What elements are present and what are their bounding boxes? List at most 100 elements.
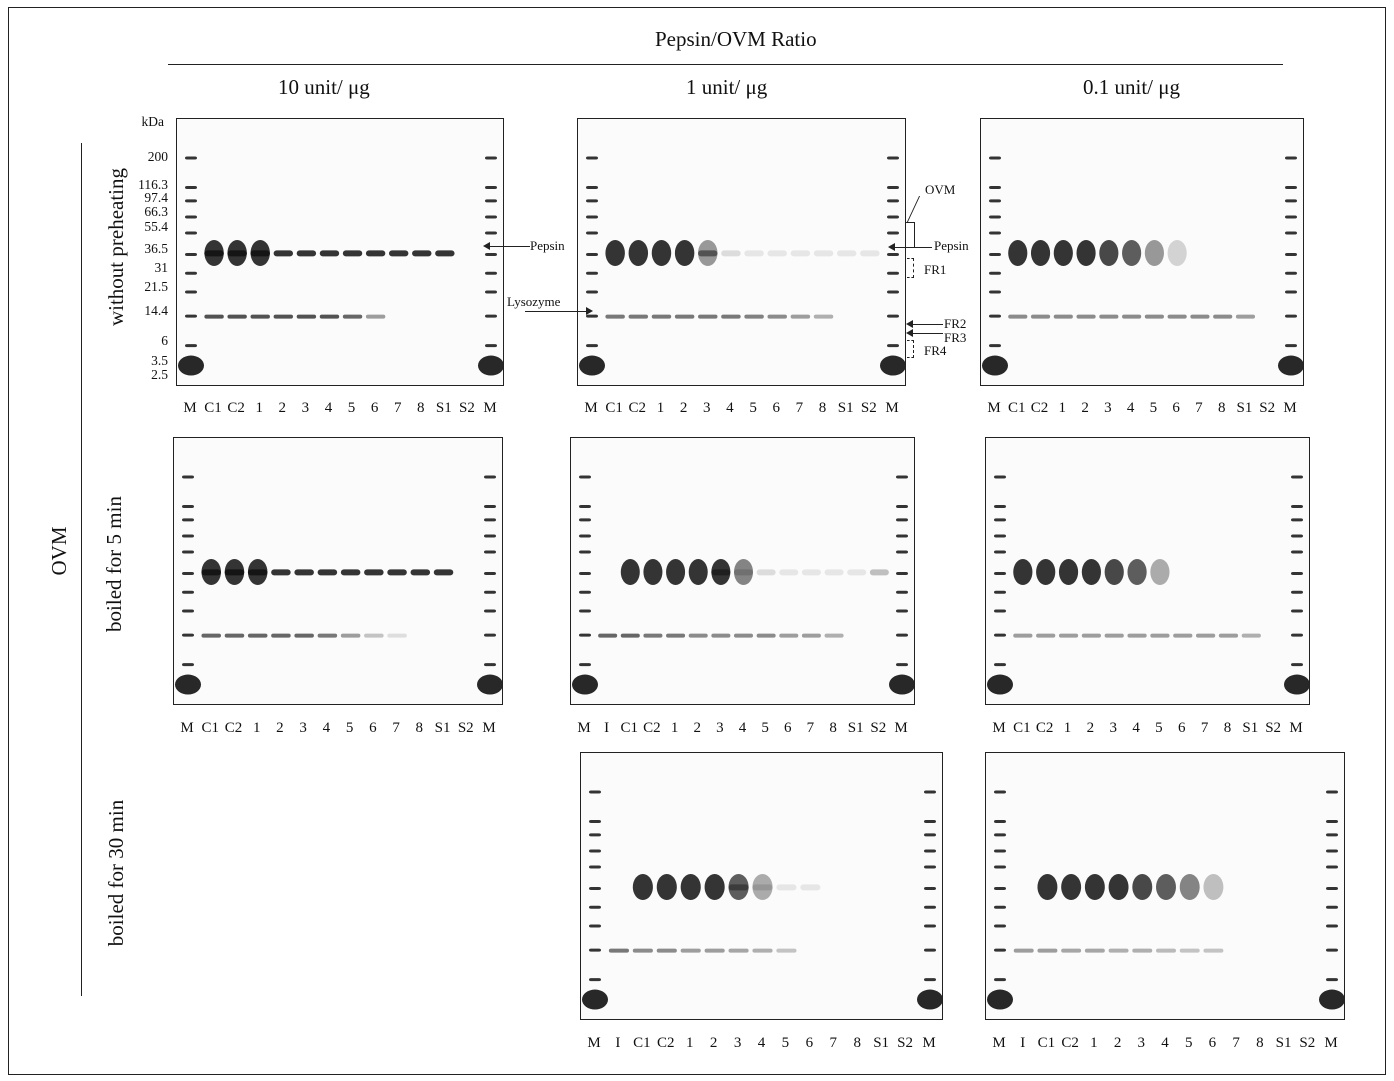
marker-band bbox=[989, 231, 1001, 235]
lane-label: 4 bbox=[324, 400, 333, 416]
marker-band bbox=[994, 534, 1006, 538]
marker-band bbox=[994, 572, 1006, 575]
marker-band bbox=[1291, 518, 1303, 522]
pepsin-band bbox=[224, 569, 245, 576]
lane-label: S1 bbox=[434, 720, 451, 736]
marker-band bbox=[994, 550, 1006, 554]
lysozyme-band bbox=[340, 633, 361, 638]
marker-band bbox=[579, 550, 591, 554]
marker-band bbox=[896, 590, 908, 594]
marker-band bbox=[586, 314, 598, 318]
marker-band bbox=[1326, 865, 1338, 869]
marker-band bbox=[924, 978, 936, 982]
lane-label: 3 bbox=[299, 720, 307, 736]
ovm-band bbox=[1203, 874, 1224, 900]
ovm-band bbox=[1030, 240, 1051, 266]
marker-band bbox=[485, 314, 497, 318]
marker-band bbox=[924, 820, 936, 823]
lysozyme-band bbox=[801, 633, 821, 638]
marker-band bbox=[1291, 534, 1303, 538]
lane-label: S1 bbox=[435, 400, 452, 416]
marker-band bbox=[924, 924, 936, 928]
marker-band bbox=[994, 865, 1006, 869]
marker-dye-front bbox=[1284, 674, 1309, 695]
marker-band bbox=[185, 344, 197, 348]
lane-label: 1 bbox=[255, 400, 263, 416]
ovm-band bbox=[1084, 874, 1105, 900]
marker-band bbox=[182, 475, 194, 479]
marker-band bbox=[484, 609, 496, 613]
marker-band bbox=[1291, 633, 1303, 637]
lane-label: 5 bbox=[1149, 400, 1158, 416]
group-label-ovm: OVM bbox=[47, 526, 71, 576]
lysozyme-band bbox=[756, 633, 776, 638]
ovm-band bbox=[1008, 240, 1028, 266]
ovm-band bbox=[704, 874, 725, 900]
lane-label: I bbox=[1020, 1035, 1026, 1051]
lysozyme-band bbox=[1037, 948, 1058, 953]
lane-label: 4 bbox=[1132, 720, 1140, 736]
marker-band bbox=[1326, 948, 1338, 952]
marker-dye-front bbox=[982, 355, 1008, 376]
marker-band bbox=[1326, 833, 1338, 837]
marker-band bbox=[484, 550, 496, 554]
marker-band bbox=[589, 849, 601, 853]
lysozyme-band bbox=[752, 948, 773, 953]
marker-band bbox=[182, 518, 194, 522]
marker-band bbox=[994, 663, 1006, 667]
lane-label: C2 bbox=[1030, 400, 1049, 416]
ovm-band bbox=[651, 240, 672, 266]
lane-label: 6 bbox=[805, 1035, 814, 1051]
marker-band bbox=[1291, 663, 1303, 667]
ovm-band bbox=[674, 240, 695, 266]
marker-band bbox=[887, 186, 899, 189]
lysozyme-band bbox=[227, 314, 247, 319]
marker-band bbox=[485, 344, 497, 348]
marker-band bbox=[989, 215, 1001, 219]
lane-label: M bbox=[584, 400, 598, 416]
marker-band bbox=[887, 290, 899, 294]
lysozyme-band bbox=[317, 633, 338, 638]
lane-label: 5 bbox=[761, 720, 769, 736]
lysozyme-band bbox=[1127, 633, 1147, 638]
marker-band bbox=[182, 663, 194, 667]
lane-label: 7 bbox=[392, 720, 400, 736]
marker-band bbox=[485, 290, 497, 294]
ovm-band bbox=[1058, 559, 1079, 585]
lysozyme-band bbox=[688, 633, 708, 638]
marker-dye-front bbox=[889, 674, 914, 695]
lane-labels-r2c2: M I C1 C2 1 2 3 4 5 6 7 8 S1 S2 M bbox=[570, 720, 915, 748]
marker-band bbox=[1326, 978, 1338, 982]
lysozyme-band bbox=[1036, 633, 1056, 638]
lane-label: 3 bbox=[1104, 400, 1112, 416]
lane-label: 2 bbox=[276, 720, 284, 736]
marker-band bbox=[185, 314, 197, 318]
lysozyme-band bbox=[643, 633, 663, 638]
ovm-band bbox=[1179, 874, 1200, 900]
pepsin-band bbox=[412, 250, 432, 257]
lane-label: 5 bbox=[347, 400, 356, 416]
lane-label: S2 bbox=[870, 720, 887, 736]
marker-band bbox=[185, 231, 197, 235]
lysozyme-band bbox=[1108, 948, 1129, 953]
gel-image-r1c2 bbox=[579, 156, 905, 376]
lane-label: C1 bbox=[1008, 400, 1026, 416]
lysozyme-band bbox=[387, 633, 407, 638]
ovm-band bbox=[1167, 240, 1187, 266]
pepsin-band bbox=[728, 884, 749, 891]
marker-band bbox=[589, 924, 601, 928]
lysozyme-band bbox=[776, 948, 797, 953]
marker-dye-front bbox=[477, 674, 502, 695]
lane-label: M bbox=[992, 720, 1006, 736]
lysozyme-band bbox=[698, 314, 718, 319]
lane-label: 6 bbox=[1172, 400, 1180, 416]
lane-label: 8 bbox=[853, 1035, 861, 1051]
lysozyme-band bbox=[733, 633, 754, 638]
lane-label: M bbox=[1283, 400, 1297, 416]
lane-label: C2 bbox=[1035, 720, 1054, 736]
marker-dye-front bbox=[478, 355, 503, 376]
lysozyme-band bbox=[1196, 633, 1216, 638]
pepsin-band bbox=[435, 250, 455, 257]
lane-label: 6 bbox=[1178, 720, 1186, 736]
pepsin-band bbox=[790, 250, 811, 257]
